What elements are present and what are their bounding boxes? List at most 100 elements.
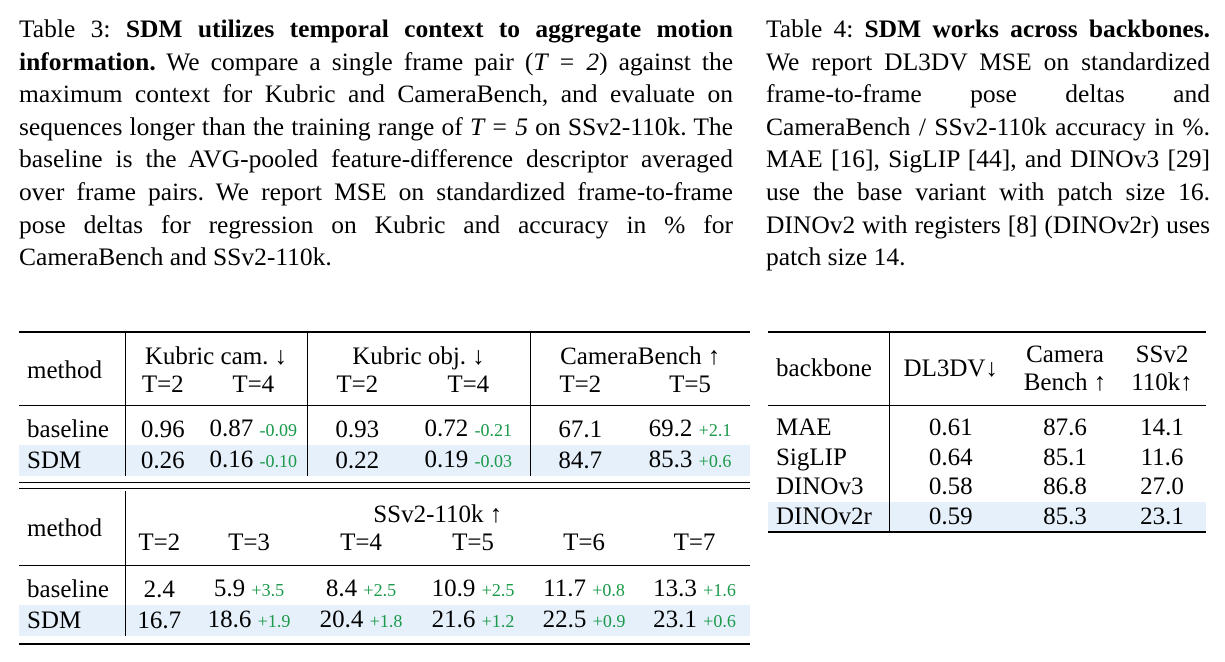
cell-value: 0.72 <box>424 415 469 442</box>
cell-value: 67.1 <box>558 415 603 443</box>
table3-bottom-rule <box>19 643 750 645</box>
cell-camera: 85.1 <box>1043 443 1087 471</box>
camera-header-line2: Bench ↑ <box>1023 369 1107 396</box>
cell-value: 0.96 <box>140 415 185 443</box>
table3-title: SDM utilizes temporal context to aggrega… <box>19 14 733 76</box>
subheader: T=2 <box>306 371 407 406</box>
table3-math-1: T = 2 <box>533 46 600 76</box>
cell-delta: +1.6 <box>703 580 736 600</box>
cell-value: 84.7 <box>558 446 603 474</box>
table3-bottom: method SSv2-110k ↑ T=2 T=3 T=4 T=5 T=6 T… <box>19 491 750 636</box>
cell-dl3dv: 0.61 <box>888 405 1012 443</box>
cell-value: 2.4 <box>143 575 175 603</box>
cell-value: 20.4 <box>319 606 364 633</box>
cell-delta: +3.5 <box>251 580 285 600</box>
cell-dl3dv: 0.59 <box>888 501 1012 533</box>
ssv2-header-line2: 110k↑ <box>1131 369 1193 396</box>
table3-top: method Kubric cam. ↓ Kubric obj. ↓ Camer… <box>19 331 750 476</box>
subheader: T=2 <box>529 371 630 406</box>
subheader: T=2 <box>124 529 193 566</box>
table4-body: We report DL3DV MSE on standardized fram… <box>766 46 1210 272</box>
cell-camera: 87.6 <box>1043 414 1087 441</box>
cell-delta: +0.9 <box>592 611 626 631</box>
row-method: baseline <box>27 415 109 443</box>
cell-delta: +2.1 <box>698 420 732 440</box>
table3-math-2: T = 5 <box>469 111 528 141</box>
cell-value: 8.4 <box>325 575 358 602</box>
cell-value: 10.9 <box>431 575 476 602</box>
method-header: method <box>19 332 125 406</box>
cell-camera: 85.3 <box>1012 501 1118 533</box>
table3-body-2: ) against the maximum context for Kubric… <box>19 46 734 141</box>
cell-value: 22.5 <box>542 606 587 633</box>
subheader: T=2 <box>124 371 200 406</box>
table3-body-1: We compare a single frame pair ( <box>155 46 534 76</box>
cell-value: 18.6 <box>207 606 252 633</box>
table3-label: Table 3: <box>19 14 126 43</box>
subheader: T=4 <box>407 371 530 406</box>
double-rule-top <box>19 482 750 483</box>
row-method: baseline <box>27 575 109 603</box>
cell-value: 16.7 <box>137 606 182 634</box>
group-ssv2: SSv2-110k ↑ <box>124 491 750 529</box>
cell-delta: -0.21 <box>474 420 513 440</box>
cell-value: 85.3 <box>648 446 693 473</box>
cell-ssv2: 14.1 <box>1140 414 1184 441</box>
group-kubric-obj: Kubric obj. ↓ <box>306 332 530 371</box>
cell-delta: +1.8 <box>369 611 403 631</box>
method-header: method <box>19 491 125 566</box>
row-method: SDM <box>19 445 125 476</box>
subheader: T=5 <box>417 529 529 566</box>
table4-caption: Table 4: SDM works across backbones. We … <box>766 13 1210 274</box>
subheader: T=4 <box>305 529 417 566</box>
table3-caption: Table 3: SDM utilizes temporal context t… <box>19 13 733 274</box>
camera-header-line1: Camera <box>1026 341 1104 368</box>
subheader: T=7 <box>639 529 750 566</box>
row-backbone: DINOv3 <box>776 473 864 500</box>
subheader: T=4 <box>200 371 307 406</box>
cell-value: 69.2 <box>648 415 693 442</box>
group-camerabench: CameraBench ↑ <box>529 332 750 371</box>
backbone-header: backbone <box>768 332 889 406</box>
cell-dl3dv: 0.64 <box>888 442 1012 472</box>
cell-delta: +1.9 <box>257 611 291 631</box>
subheader: T=5 <box>630 371 750 406</box>
cell-delta: +2.5 <box>363 580 397 600</box>
row-backbone: MAE <box>776 414 832 441</box>
ssv2-header-line1: SSv2 <box>1135 341 1189 368</box>
cell-delta: -0.03 <box>474 451 513 471</box>
row-backbone: DINOv2r <box>768 501 889 533</box>
table3-body-3: on SSv2-110k. The baseline is the AVG-po… <box>19 111 733 272</box>
subheader: T=6 <box>529 529 639 566</box>
cell-value: 0.26 <box>140 446 185 474</box>
table-row: baseline 2.4 5.9 +3.5 8.4 +2.5 10.9 +2.5… <box>19 565 750 605</box>
cell-ssv2: 11.6 <box>1140 443 1184 471</box>
cell-delta: +1.2 <box>481 611 515 631</box>
cell-delta: -0.09 <box>259 420 298 440</box>
cell-value: 0.87 <box>209 415 254 442</box>
row-backbone: SigLIP <box>776 443 847 471</box>
table4-title: SDM works across backbones. <box>864 14 1210 43</box>
cell-delta: +0.6 <box>698 451 732 471</box>
cell-value: 13.3 <box>653 575 697 602</box>
subheader: T=3 <box>193 529 305 566</box>
table4: backbone DL3DV↓ Camera Bench ↑ SSv2 110k↑ … <box>768 331 1206 533</box>
table-row: SigLIP 0.64 85.1 11.6 <box>768 442 1206 472</box>
cell-value: 0.22 <box>335 446 380 474</box>
cell-dl3dv: 0.58 <box>888 472 1012 502</box>
cell-delta: +0.8 <box>592 580 625 600</box>
cell-delta: +0.6 <box>703 611 736 631</box>
cell-camera: 86.8 <box>1043 473 1087 500</box>
cell-ssv2: 27.0 <box>1140 473 1184 500</box>
group-kubric-cam: Kubric cam. ↓ <box>124 332 307 371</box>
table4-label: Table 4: <box>766 14 865 43</box>
cell-ssv2: 23.1 <box>1118 501 1206 533</box>
cell-delta: -0.10 <box>259 451 298 471</box>
table-row: DINOv3 0.58 86.8 27.0 <box>768 472 1206 502</box>
table-row-highlight: DINOv2r 0.59 85.3 23.1 <box>768 501 1206 533</box>
row-method: SDM <box>19 605 125 636</box>
cell-value: 5.9 <box>213 575 246 602</box>
cell-value: 21.6 <box>431 606 476 633</box>
dl3dv-header: DL3DV↓ <box>888 332 1012 406</box>
cell-value: 11.7 <box>543 575 586 602</box>
